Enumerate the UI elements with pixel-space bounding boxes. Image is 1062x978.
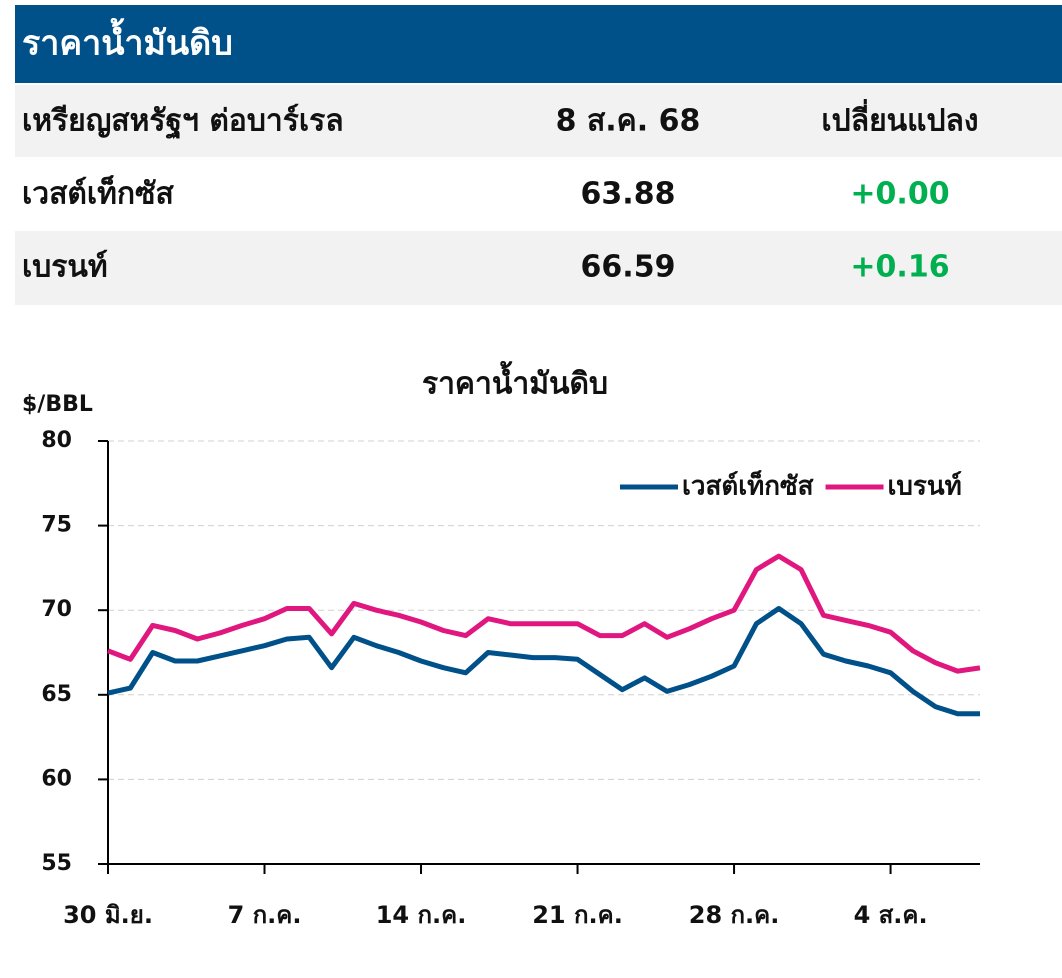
table-header-bg [15, 85, 1062, 157]
header-bar [15, 5, 1062, 83]
x-tick-label: 14 ก.ค. [376, 901, 467, 929]
x-tick-label: 7 ก.ค. [228, 901, 302, 929]
x-tick-label: 28 ก.ค. [689, 901, 780, 929]
series-line [107, 553, 981, 674]
x-tick-label: 4 ส.ค. [854, 901, 928, 929]
x-tick-label: 21 ก.ค. [532, 901, 623, 929]
table-cell: 63.88 [581, 177, 676, 212]
legend-label: เบรนท์ [888, 471, 962, 502]
series-line [107, 606, 980, 717]
y-tick-label: 80 [41, 428, 72, 453]
table-header-cell: เหรียญสหรัฐฯ ต่อบาร์เรล [22, 104, 344, 141]
table-row-bg [15, 231, 1062, 305]
y-tick-label: 70 [41, 597, 72, 622]
table-cell: เบรนท์ [22, 250, 108, 285]
y-axis-label: $/BBL [22, 392, 93, 417]
table-header-cell: 8 ส.ค. 68 [556, 104, 701, 139]
table-cell: +0.16 [850, 250, 949, 285]
y-tick-label: 60 [41, 766, 72, 791]
y-tick-label: 75 [41, 513, 72, 538]
y-tick-label: 65 [41, 682, 72, 707]
table-cell: +0.00 [850, 177, 949, 212]
table-cell: 66.59 [581, 250, 676, 285]
y-tick-label: 55 [41, 851, 72, 876]
legend-label: เวสต์เท็กซัส [682, 470, 814, 502]
table-header-cell: เปลี่ยนแปลง [821, 99, 978, 139]
chart-title: ราคาน้ำมันดิบ [422, 361, 608, 402]
table-cell: เวสต์เท็กซัส [22, 175, 174, 212]
header-title: ราคาน้ำมันดิบ [22, 18, 233, 64]
x-tick-label: 30 มิ.ย. [63, 901, 153, 929]
